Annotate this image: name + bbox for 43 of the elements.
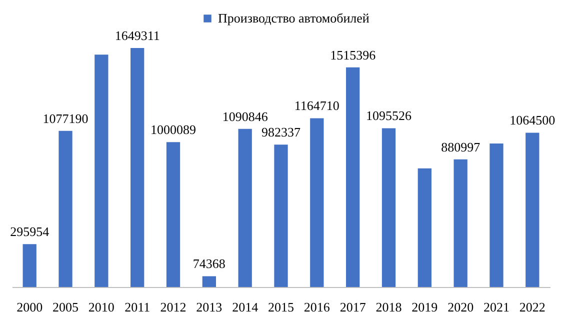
data-label: 1090846 <box>222 108 268 124</box>
x-tick-label: 2011 <box>124 300 150 314</box>
x-tick-label: 2021 <box>483 300 510 314</box>
bar <box>418 168 432 287</box>
x-tick-label: 2005 <box>52 300 79 314</box>
data-label: 1000089 <box>150 122 196 138</box>
bar <box>526 132 540 287</box>
x-tick-label: 2000 <box>16 300 43 314</box>
x-tick-label: 2022 <box>519 300 546 314</box>
x-tick-label: 2012 <box>160 300 186 314</box>
data-label: 1095526 <box>366 108 412 124</box>
bar <box>94 54 108 287</box>
bar <box>346 67 360 287</box>
data-label: 1649311 <box>114 28 160 43</box>
data-label: 1515396 <box>330 47 376 62</box>
data-label: 982337 <box>262 124 301 140</box>
data-label: 1164710 <box>294 98 340 114</box>
x-tick-label: 2015 <box>268 300 294 314</box>
data-label: 1064500 <box>510 112 556 128</box>
bar <box>454 159 468 287</box>
bar <box>274 144 288 287</box>
bar <box>310 118 324 287</box>
bar <box>166 142 180 287</box>
x-tick-label: 2020 <box>448 300 474 314</box>
x-tick-label: 2016 <box>304 300 330 314</box>
bar <box>22 244 36 287</box>
x-tick-label: 2018 <box>376 300 402 314</box>
data-label: 880997 <box>441 139 481 154</box>
data-label: 1077190 <box>42 110 88 126</box>
legend-label: Производство автомобилей <box>218 10 370 26</box>
bar <box>238 128 252 287</box>
bar <box>202 276 216 287</box>
bar <box>382 128 396 287</box>
x-tick-label: 2017 <box>340 300 366 314</box>
x-tick-label: 2019 <box>412 300 438 314</box>
bar <box>490 144 504 287</box>
x-tick-label: 2014 <box>232 300 259 314</box>
x-tick-label: 2010 <box>88 300 114 314</box>
data-label: 74368 <box>192 256 226 272</box>
bar <box>58 130 72 287</box>
x-tick-label: 2013 <box>196 300 222 314</box>
bar <box>130 48 144 287</box>
data-label: 295954 <box>10 224 50 240</box>
